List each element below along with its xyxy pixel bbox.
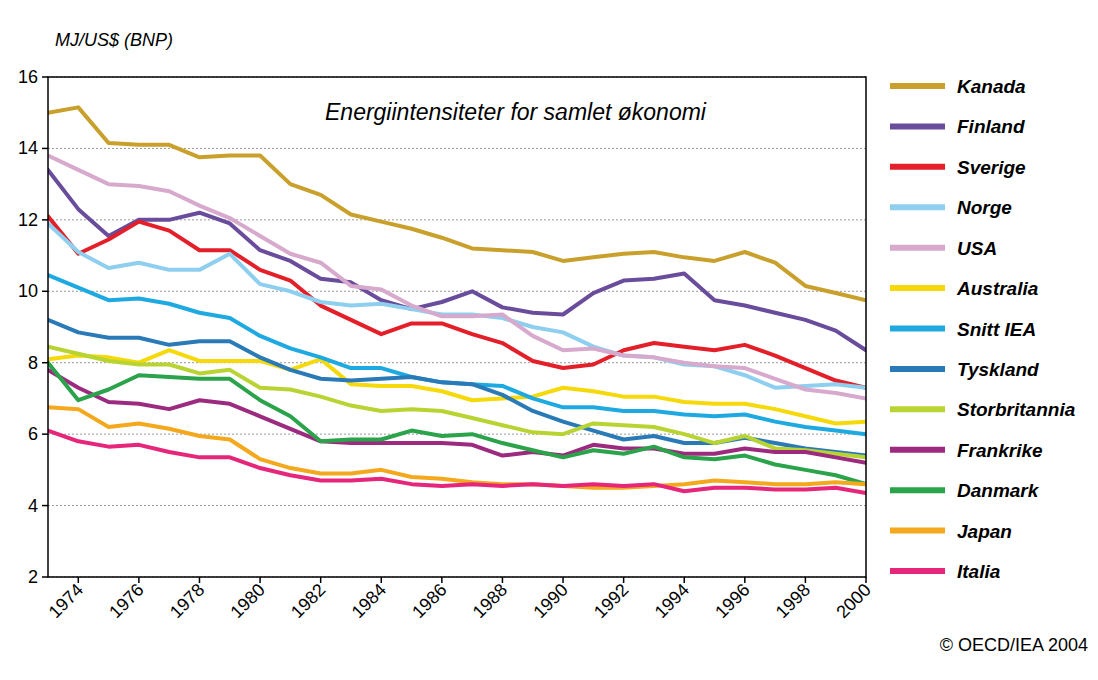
y-tick <box>42 148 48 150</box>
y-tick <box>42 219 48 221</box>
series-line <box>48 431 866 494</box>
y-tick-label: 4 <box>28 496 38 516</box>
x-tick-label: 1984 <box>348 580 390 622</box>
legend-swatch <box>890 123 945 129</box>
x-tick-label: 1978 <box>166 580 208 622</box>
plot-background <box>48 77 866 577</box>
legend-swatch <box>890 447 945 453</box>
y-tick <box>42 576 48 578</box>
grid-line <box>48 148 866 149</box>
x-tick <box>744 577 746 583</box>
x-tick-label: 1980 <box>226 580 268 622</box>
x-tick-label: 2000 <box>832 580 874 622</box>
x-tick-label: 1976 <box>105 580 147 622</box>
x-tick <box>78 577 80 583</box>
y-tick-label: 10 <box>18 281 38 301</box>
legend-swatch <box>890 83 945 89</box>
legend-label: Snitt IEA <box>957 319 1036 340</box>
x-tick-label: 1988 <box>469 580 511 622</box>
legend-label: Norge <box>957 197 1012 218</box>
x-tick <box>320 577 322 583</box>
y-tick <box>42 505 48 507</box>
legend-label: USA <box>957 238 997 259</box>
legend-label: Sverige <box>957 157 1026 178</box>
legend: Kanada Finland Sverige Norge USA Australia Sni… <box>890 76 1076 582</box>
series-line <box>48 216 866 387</box>
x-tick <box>199 577 201 583</box>
legend-label: Finland <box>957 116 1025 137</box>
series-line <box>48 156 866 399</box>
x-tick-label: 1986 <box>408 580 450 622</box>
x-tick-label: 1974 <box>45 580 87 622</box>
plot-frame <box>48 77 866 577</box>
x-tick-label: 1998 <box>772 580 814 622</box>
legend-label: Japan <box>957 521 1012 542</box>
series-line <box>48 370 866 463</box>
legend-label: Storbritannia <box>957 399 1076 420</box>
x-tick-label: 1996 <box>711 580 753 622</box>
y-tick <box>42 291 48 293</box>
legend-label: Frankrike <box>957 440 1043 461</box>
x-tick-label: 1982 <box>287 580 329 622</box>
legend-swatch <box>890 406 945 412</box>
legend-swatch <box>890 164 945 170</box>
x-tick <box>259 577 261 583</box>
y-tick-label: 16 <box>18 67 38 87</box>
legend-label: Australia <box>956 278 1039 299</box>
x-tick <box>562 577 564 583</box>
y-tick-label: 6 <box>28 424 38 444</box>
series-line <box>48 363 866 484</box>
x-tick <box>381 577 383 583</box>
legend-label: Tyskland <box>957 359 1039 380</box>
legend-label: Italia <box>957 561 1001 582</box>
annotation: © OECD/IEA 2004 <box>940 635 1088 655</box>
series-line <box>48 347 866 458</box>
legend-swatch <box>890 285 945 291</box>
y-axis-label: MJ/US$ (BNP) <box>55 30 173 50</box>
legend-swatch <box>890 366 945 372</box>
y-tick <box>42 433 48 435</box>
x-tick <box>502 577 504 583</box>
grid-line <box>48 505 866 506</box>
y-tick <box>42 76 48 78</box>
x-tick-label: 1992 <box>590 580 632 622</box>
x-tick <box>683 577 685 583</box>
chart: 2 4 6 8 10 12 14 16 1974 1976 1978 1980 1982 1984 1986… <box>0 0 1098 680</box>
grid-line <box>48 291 866 292</box>
y-tick-label: 8 <box>28 353 38 373</box>
series-line <box>48 170 866 350</box>
y-tick-label: 2 <box>28 567 38 587</box>
legend-swatch <box>890 245 945 251</box>
x-tick-label: 1990 <box>529 580 571 622</box>
x-tick <box>623 577 625 583</box>
legend-swatch <box>890 204 945 210</box>
x-tick <box>441 577 443 583</box>
y-tick-label: 12 <box>18 210 38 230</box>
series-line <box>48 407 866 487</box>
legend-swatch <box>890 326 945 332</box>
legend-label: Danmark <box>957 480 1040 501</box>
x-tick <box>805 577 807 583</box>
legend-swatch <box>890 487 945 493</box>
y-tick <box>42 362 48 364</box>
x-tick <box>138 577 140 583</box>
series-group <box>48 107 866 493</box>
legend-swatch <box>890 568 945 574</box>
legend-label: Kanada <box>957 76 1026 97</box>
x-tick <box>865 577 867 583</box>
legend-swatch <box>890 528 945 534</box>
title: Energiintensiteter for samlet økonomi <box>325 99 707 125</box>
x-tick-label: 1994 <box>651 580 693 622</box>
y-tick-label: 14 <box>18 138 38 158</box>
